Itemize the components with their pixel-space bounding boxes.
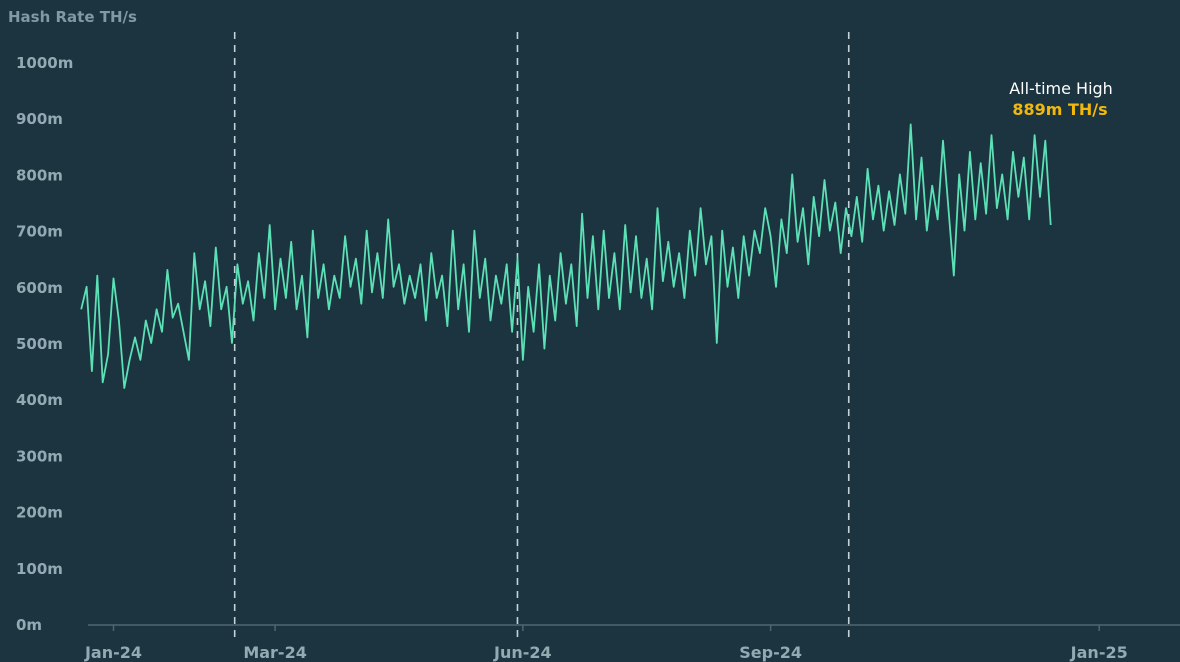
y-tick-label: 700m: [16, 223, 63, 241]
y-tick-label: 100m: [16, 560, 63, 578]
x-tick-label: Jan-25: [1070, 643, 1128, 662]
x-tick-label: Mar-24: [243, 643, 307, 662]
y-tick-label: 600m: [16, 279, 63, 297]
y-tick-label: 300m: [16, 447, 63, 465]
x-tick-label: Jun-24: [493, 643, 552, 662]
series-group: [80, 123, 1052, 389]
x-axis: Jan-24 Mar-24 Jun-24 Sep-24 Jan-25: [84, 624, 1180, 662]
y-tick-label: 200m: [16, 504, 63, 522]
y-tick-label: 900m: [16, 110, 63, 128]
y-tick-label: 400m: [16, 391, 63, 409]
y-tick-label: 1000m: [16, 54, 73, 72]
x-tick-label: Sep-24: [739, 643, 802, 662]
vertical-markers: [233, 32, 850, 640]
x-tick-label: Jan-24: [84, 643, 142, 662]
y-tick-label: 500m: [16, 335, 63, 353]
chart-title: Hash Rate TH/s: [8, 8, 137, 26]
all-time-high-label: All-time High: [1009, 79, 1113, 98]
y-tick-label: 800m: [16, 166, 63, 184]
all-time-high-annotation: All-time High 889m TH/s: [1009, 79, 1113, 119]
y-tick-label: 0m: [16, 616, 42, 634]
hash-rate-line: [80, 123, 1052, 389]
all-time-high-value: 889m TH/s: [1012, 100, 1107, 119]
y-axis: 0m 100m 200m 300m 400m 500m 600m 700m 800m 900m 10…: [16, 54, 73, 634]
